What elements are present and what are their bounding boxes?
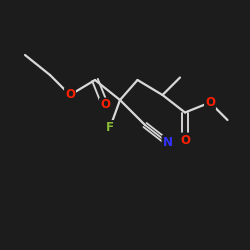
Text: F: F [106, 121, 114, 134]
Text: O: O [100, 98, 110, 112]
Text: O: O [205, 96, 215, 109]
Text: N: N [162, 136, 172, 149]
Text: O: O [65, 88, 75, 102]
Text: O: O [180, 134, 190, 146]
